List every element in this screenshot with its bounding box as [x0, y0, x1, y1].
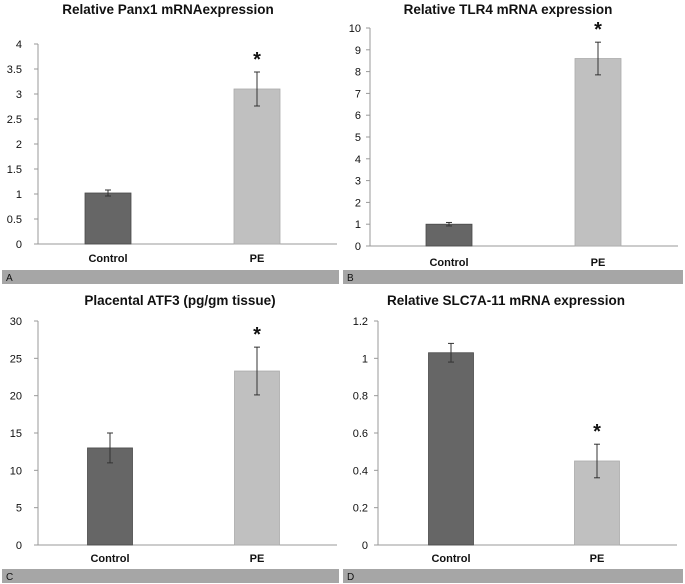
- panel-b-plot: 0 1 2 3 4 5 6 7 8 9 10 Control * PE: [349, 19, 678, 269]
- panel-d-significance-marker: *: [593, 421, 601, 443]
- panel-b-title: Relative TLR4 mRNA expression: [404, 2, 613, 17]
- panel-a-bar-control: [84, 192, 132, 245]
- panel-d: Relative SLC7A-11 mRNA expression 0 0.2 0.…: [343, 293, 683, 583]
- panel-c-error-bar-control: [107, 432, 113, 464]
- panel-c-plot: 0 5 10 15 20 25 30 Control * PE: [10, 316, 337, 565]
- panel-b-category-label: Control: [429, 257, 468, 269]
- panel-b-error-bar-control: [446, 221, 452, 227]
- panel-b-y-tick-label: 3: [355, 176, 361, 188]
- panel-c-category-label: PE: [250, 553, 265, 565]
- panel-a-y-tick-label: 2: [16, 139, 22, 151]
- panel-a-title: Relative Panx1 mRNAexpression: [62, 2, 274, 17]
- panel-a-category-label: PE: [250, 253, 265, 265]
- panel-d-title: Relative SLC7A-11 mRNA expression: [387, 293, 625, 308]
- panel-b-y-tick-label: 6: [355, 110, 361, 122]
- panel-b-significance-marker: *: [594, 19, 602, 41]
- panel-a-error-bar-control: [105, 189, 111, 197]
- panel-a-y-tick-label: 4: [16, 39, 22, 51]
- panel-b-y-tick-label: 2: [355, 197, 361, 209]
- panel-a-y-tick-label: 0.5: [7, 214, 22, 226]
- panel-d-label-strip: [343, 569, 683, 583]
- panel-b-y-tick-label: 9: [355, 45, 361, 57]
- panel-a-y-tick-label: 0: [16, 239, 22, 251]
- panel-d-letter: D: [347, 572, 354, 583]
- panel-b-y-tick-label: 10: [349, 23, 361, 35]
- panel-c-y-tick-label: 25: [10, 353, 22, 365]
- panel-c: Placental ATF3 (pg/gm tissue) 0 5 10 15 20 25…: [2, 293, 339, 583]
- panel-a-significance-marker: *: [253, 49, 261, 71]
- panel-a-letter: A: [6, 273, 13, 284]
- panel-a-y-tick-label: 2.5: [7, 114, 22, 126]
- panel-b-y-tick-label: 1: [355, 219, 361, 231]
- panel-b-bar-control: [425, 223, 473, 247]
- panel-d-y-tick-label: 0.8: [353, 391, 368, 403]
- panel-c-y-tick-label: 20: [10, 391, 22, 403]
- panel-c-letter: C: [6, 572, 13, 583]
- panel-c-y-tick-label: 5: [16, 503, 22, 515]
- panel-a-error-bar-pe: [254, 71, 260, 107]
- panel-a: Relative Panx1 mRNAexpression 0 0.5 1 1.5 2 2…: [2, 2, 339, 284]
- panel-a-y-tick-label: 3.5: [7, 64, 22, 76]
- panel-b-label-strip: [343, 270, 683, 284]
- panel-c-bar-control: [87, 447, 133, 546]
- panel-c-title: Placental ATF3 (pg/gm tissue): [84, 293, 275, 308]
- panel-d-y-tick-label: 1.2: [353, 316, 368, 328]
- panel-a-y-tick-label: 3: [16, 89, 22, 101]
- panel-d-plot: 0 0.2 0.4 0.6 0.8 1 1.2 Control * PE: [353, 316, 677, 565]
- panel-b-y-tick-label: 7: [355, 88, 361, 100]
- panel-d-y-tick-label: 0.6: [353, 428, 368, 440]
- panel-c-category-label: Control: [90, 553, 129, 565]
- panel-a-bar-pe: [233, 88, 281, 245]
- panel-c-label-strip: [2, 569, 339, 583]
- panel-b-bar-pe: [574, 58, 622, 247]
- panel-d-error-bar-pe: [594, 443, 600, 479]
- panel-a-label-strip: [2, 270, 339, 284]
- panel-d-y-tick-label: 0: [362, 540, 368, 552]
- panel-b-y-tick-label: 4: [355, 154, 361, 166]
- panel-a-y-tick-label: 1: [16, 189, 22, 201]
- panel-d-y-tick-label: 1: [362, 353, 368, 365]
- panel-b-category-label: PE: [591, 257, 606, 269]
- panel-c-y-tick-label: 0: [16, 540, 22, 552]
- panel-d-y-tick-label: 0.4: [353, 465, 368, 477]
- panel-d-error-bar-control: [448, 342, 454, 363]
- panel-c-y-tick-label: 30: [10, 316, 22, 328]
- panel-b-y-tick-label: 5: [355, 132, 361, 144]
- panel-a-plot: 0 0.5 1 1.5 2 2.5 3 3.5 4 Control * PE: [7, 39, 337, 265]
- panel-a-category-label: Control: [88, 253, 127, 265]
- panel-b-y-tick-label: 8: [355, 67, 361, 79]
- panel-c-significance-marker: *: [253, 324, 261, 346]
- panel-c-y-tick-label: 10: [10, 465, 22, 477]
- panel-b: Relative TLR4 mRNA expression 0 1 2 3 4 5 6 7 8 9…: [343, 2, 683, 284]
- panel-d-y-tick-label: 0.2: [353, 503, 368, 515]
- panel-d-bar-control: [428, 352, 474, 546]
- panel-c-y-tick-label: 15: [10, 428, 22, 440]
- panel-b-y-tick-label: 0: [355, 241, 361, 253]
- panel-b-letter: B: [347, 273, 354, 284]
- panel-c-error-bar-pe: [254, 346, 260, 396]
- panel-d-category-label: PE: [590, 553, 605, 565]
- panel-a-y-tick-label: 1.5: [7, 164, 22, 176]
- panel-d-category-label: Control: [431, 553, 470, 565]
- panel-c-bar-pe: [234, 370, 280, 546]
- panel-b-error-bar-pe: [595, 41, 601, 76]
